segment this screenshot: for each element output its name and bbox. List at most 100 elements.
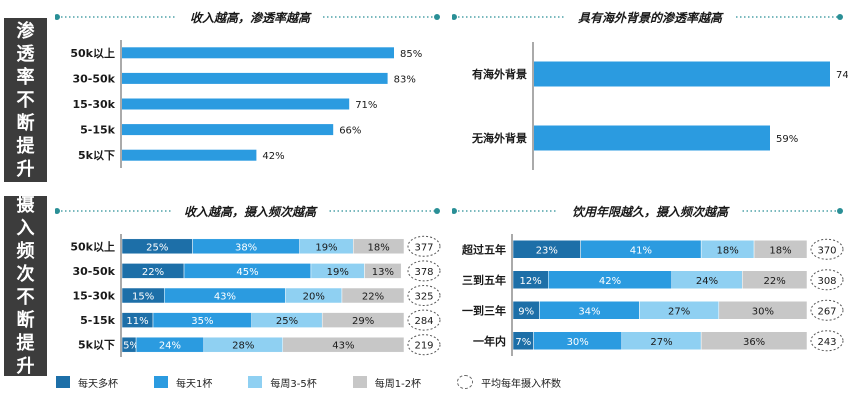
segment-label: 18%: [368, 242, 390, 253]
avg-ring: [407, 334, 441, 356]
avg-ring: [810, 269, 844, 291]
segment-label: 13%: [372, 267, 394, 278]
segment-label: 34%: [578, 306, 600, 317]
avg-cups-label: 325: [414, 292, 433, 303]
legend-swatch-daily-one: [154, 376, 168, 388]
side-label-text: 渗透率不断提升: [16, 18, 36, 182]
segment-label: 15%: [132, 292, 154, 303]
segment-label: 43%: [214, 292, 236, 303]
legend-item-avg: 平均每年摄入杯数: [457, 375, 561, 390]
category-label: 5-15k: [80, 314, 116, 327]
legend-item-weekly-1-2: 每周1-2杯: [352, 375, 422, 390]
side-char: 渗: [16, 20, 35, 42]
segment-label: 43%: [332, 341, 354, 352]
segment-label: 9%: [518, 306, 534, 317]
bar: [534, 125, 770, 151]
segment-label: 19%: [315, 242, 337, 253]
legend-item-daily-one: 每天1杯: [154, 375, 212, 390]
segment-label: 29%: [352, 316, 374, 327]
side-char: 提: [16, 333, 35, 354]
side-char: 入: [16, 218, 35, 239]
side-char: 不: [16, 89, 35, 111]
side-char: 断: [16, 112, 35, 134]
segment-label: 41%: [630, 245, 652, 256]
side-char: 频: [16, 241, 35, 262]
category-label: 30-50k: [73, 72, 116, 85]
legend-label-daily-multi: 每天多杯: [78, 378, 118, 390]
header-dot-right: [837, 208, 843, 214]
segment-label: 7%: [515, 337, 531, 348]
segment-3: [364, 263, 402, 279]
segment-3: [742, 270, 808, 289]
bar: [534, 61, 830, 87]
chart-years-frequency: 饮用年限越久，摄入频次越高 超过五年 23% 41% 18% 18% 370 三到五年 12% 4…: [452, 198, 848, 358]
segment-label: 12%: [520, 276, 542, 287]
avg-cups-label: 219: [414, 341, 433, 352]
segment-label: 18%: [769, 245, 791, 256]
avg-cups-label: 308: [817, 276, 836, 287]
legend-item-weekly-3-5: 每周3-5杯: [248, 375, 317, 390]
legend-label-avg: 平均每年摄入杯数: [481, 378, 562, 390]
chart-income-penetration: 收入越高，渗透率越高 50k以上 85% 30-50k 83% 15-30k 71% 5-15…: [55, 4, 445, 174]
category-label: 30-50k: [73, 265, 116, 278]
side-char: 透: [16, 43, 35, 65]
avg-cups-label: 378: [414, 267, 433, 278]
legend-label-weekly-1-2: 每周1-2杯: [374, 378, 422, 390]
avg-cups-label: 243: [817, 337, 836, 348]
category-label: 50k以上: [70, 46, 115, 60]
segment-label: 45%: [236, 267, 258, 278]
chart-income-frequency-svg: 收入越高，摄入频次越高 50k以上 25% 38% 19% 18% 377 30-50k 22%…: [55, 205, 441, 357]
category-label: 15-30k: [73, 98, 116, 111]
bar: [122, 47, 394, 59]
segment-label: 30%: [752, 306, 774, 317]
chart-title: 收入越高，摄入频次越高: [184, 205, 318, 219]
legend-item-daily-multi: 每天多杯: [56, 375, 118, 390]
chart-title: 饮用年限越久，摄入频次越高: [572, 205, 730, 219]
category-label: 超过五年: [461, 242, 506, 256]
side-label-text: 摄入频次不断提升: [16, 195, 36, 377]
header-dot-right: [434, 208, 440, 214]
segment-label: 28%: [232, 341, 254, 352]
segment-3: [700, 331, 808, 350]
value-label: 59%: [776, 134, 798, 145]
header-dot-left: [55, 208, 60, 214]
header-dot-left: [452, 208, 457, 214]
segment-label: 24%: [159, 341, 181, 352]
side-char: 断: [16, 310, 35, 331]
value-label: 85%: [400, 49, 422, 60]
chart-income-penetration-svg: 收入越高，渗透率越高 50k以上 85% 30-50k 83% 15-30k 71% 5-15…: [55, 11, 440, 168]
category-label: 一到三年: [462, 303, 506, 317]
legend-ring-icon: [457, 375, 474, 389]
segment-label: 27%: [668, 306, 690, 317]
segment-label: 35%: [191, 316, 213, 327]
avg-ring: [810, 299, 844, 321]
category-label: 无海外背景: [471, 131, 527, 145]
avg-cups-label: 284: [414, 316, 433, 327]
segment-label: 25%: [276, 316, 298, 327]
category-label: 15-30k: [73, 290, 116, 303]
value-label: 42%: [262, 151, 284, 162]
segment-3: [352, 238, 405, 255]
segment-label: 20%: [303, 292, 325, 303]
legend-swatch-weekly-1-2: [352, 376, 367, 388]
segment-3: [753, 240, 808, 259]
header-dot-right: [837, 14, 843, 20]
segment-label: 25%: [146, 242, 168, 253]
segment-label: 42%: [599, 276, 621, 287]
side-char: 提: [16, 135, 35, 157]
side-char: 摄: [16, 195, 35, 216]
chart-income-frequency: 收入越高，摄入频次越高 50k以上 25% 38% 19% 18% 377 30-50k 22%…: [55, 198, 445, 358]
category-label: 有海外背景: [472, 67, 527, 81]
avg-ring: [407, 285, 441, 306]
avg-cups-label: 267: [817, 306, 836, 317]
side-char: 升: [16, 158, 35, 180]
header-dot-left: [55, 14, 60, 20]
segment-label: 23%: [536, 245, 558, 256]
header-dot-left: [452, 14, 457, 20]
category-label: 5k以下: [78, 149, 115, 162]
bar: [122, 72, 388, 84]
avg-cups-label: 377: [414, 242, 433, 253]
value-label: 83%: [394, 74, 416, 85]
avg-cups-label: 370: [817, 245, 836, 256]
bar: [122, 124, 334, 136]
